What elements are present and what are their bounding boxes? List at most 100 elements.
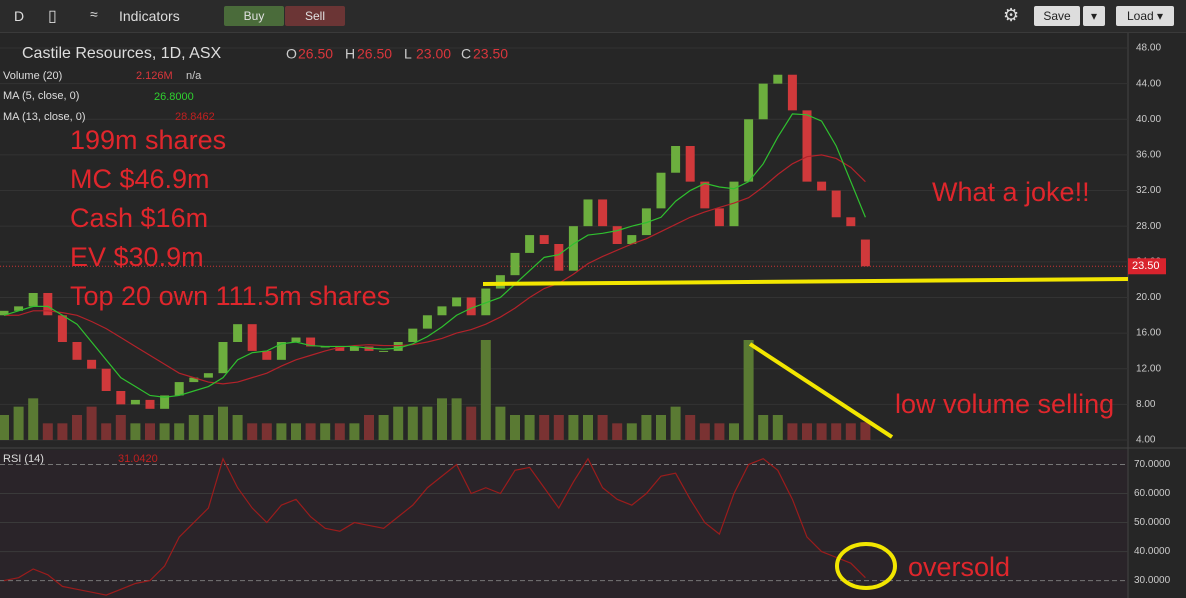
volume-bar xyxy=(28,398,39,440)
volume-bar xyxy=(130,423,141,440)
candle xyxy=(276,342,286,360)
legend-ohlc-value: 26.50 xyxy=(357,46,392,62)
volume-bar xyxy=(349,423,360,440)
candle xyxy=(57,315,67,342)
legend-ma5-value: 26.8000 xyxy=(154,91,194,103)
candle xyxy=(714,208,724,227)
candle xyxy=(860,239,870,267)
candle xyxy=(262,350,272,360)
annotation-line: 199m shares xyxy=(70,125,226,155)
candle xyxy=(43,293,53,316)
candle xyxy=(685,146,695,182)
candle xyxy=(583,199,593,227)
volume-bar xyxy=(159,423,170,440)
settings-icon[interactable]: ⚙ xyxy=(1003,5,1020,25)
candle xyxy=(568,226,578,271)
volume-bar xyxy=(743,340,754,440)
annotation-line: Cash $16m xyxy=(70,203,208,233)
candle xyxy=(422,315,432,329)
legend-rsi: RSI (14) xyxy=(3,453,44,465)
y-tick-label: 4.00 xyxy=(1136,435,1156,446)
candle xyxy=(700,181,710,209)
buy-button[interactable]: Buy xyxy=(224,6,284,26)
volume-bar xyxy=(641,415,652,440)
load-label[interactable]: Load xyxy=(1126,9,1154,23)
y-tick-label: 12.00 xyxy=(1136,363,1161,374)
legend-ohlc-value: 23.00 xyxy=(416,46,451,62)
volume-bar xyxy=(115,415,126,440)
candle-icon[interactable]: ▯ xyxy=(48,8,57,25)
rsi-tick-label: 30.0000 xyxy=(1134,575,1171,586)
candle xyxy=(481,288,491,316)
indicators-icon[interactable]: ≈ xyxy=(90,6,98,22)
y-tick-label: 48.00 xyxy=(1136,43,1161,54)
legend-ohlc-value: 26.50 xyxy=(298,46,333,62)
volume-bar xyxy=(758,415,769,440)
candle xyxy=(802,110,812,182)
candle xyxy=(758,83,768,120)
rsi-tick-label: 70.0000 xyxy=(1134,459,1171,470)
support-line xyxy=(482,277,1129,286)
candle xyxy=(671,146,681,173)
last-price-badge xyxy=(1128,258,1166,275)
volume-bar xyxy=(802,423,812,440)
candle xyxy=(145,399,155,409)
candle xyxy=(408,328,418,342)
y-tick-label: 28.00 xyxy=(1136,221,1161,232)
chart: 4.008.0012.0016.0020.0024.0028.0032.0036… xyxy=(0,33,1186,598)
candle xyxy=(14,306,24,311)
rsi-tick-label: 40.0000 xyxy=(1134,546,1171,557)
volume-bar xyxy=(174,423,185,440)
candle xyxy=(787,74,797,111)
annotation-oversold: oversold xyxy=(908,552,1010,582)
candle xyxy=(510,252,520,276)
volume-bar xyxy=(583,415,593,440)
legend-ohlc-label: H xyxy=(345,46,355,62)
annotation-line: MC $46.9m xyxy=(70,164,210,194)
candle xyxy=(72,342,82,360)
candle xyxy=(495,275,505,289)
volume-bar xyxy=(451,398,462,440)
candle xyxy=(612,226,622,244)
ma5-line xyxy=(3,113,866,398)
indicators[interactable]: Indicators xyxy=(119,8,180,24)
volume-bar xyxy=(816,423,827,440)
volume-bar xyxy=(86,406,97,440)
volume-bar xyxy=(466,406,477,440)
volume-bar xyxy=(568,415,579,440)
volume-bar xyxy=(524,415,535,440)
legend-ma13: MA (13, close, 0) xyxy=(3,111,86,123)
load-button[interactable]: Load ▾ xyxy=(1116,6,1174,26)
save-menu[interactable]: ▾ xyxy=(1083,6,1105,26)
candle xyxy=(174,382,184,396)
y-tick-label: 8.00 xyxy=(1136,399,1156,410)
candle xyxy=(598,199,608,227)
volume-bar xyxy=(218,406,228,440)
volume-bar xyxy=(495,406,506,440)
annotation-line: EV $30.9m xyxy=(70,242,204,272)
volume-bar xyxy=(553,415,564,440)
interval[interactable]: D xyxy=(14,8,25,24)
volume-bar xyxy=(845,423,856,440)
volume-bar xyxy=(772,415,783,440)
y-tick-label: 36.00 xyxy=(1136,150,1161,161)
volume-trend-line xyxy=(748,342,894,439)
oversold-circle xyxy=(835,542,897,590)
candle xyxy=(393,342,403,351)
volume-bar xyxy=(612,423,623,440)
volume-bar xyxy=(437,398,447,440)
legend-title: Castile Resources, 1D, ASX xyxy=(22,45,222,62)
save-button[interactable]: Save xyxy=(1034,6,1080,26)
candle xyxy=(539,235,549,244)
candle xyxy=(554,244,564,271)
volume-bar xyxy=(101,423,112,440)
candle xyxy=(729,181,739,227)
legend-volume-value: 2.126M xyxy=(136,70,173,82)
legend-ohlc-label: L xyxy=(404,46,412,62)
legend-ohlc-label: O xyxy=(286,46,297,62)
sell-button[interactable]: Sell xyxy=(285,6,345,26)
last-price-label: 23.50 xyxy=(1132,260,1160,272)
candle xyxy=(160,395,170,409)
candle xyxy=(379,350,389,352)
candle xyxy=(247,324,257,351)
